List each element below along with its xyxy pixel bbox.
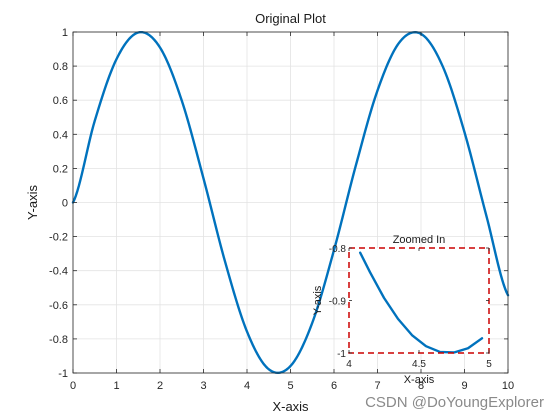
main-y-tick-label: 0.2 (53, 163, 68, 175)
main-y-tick-label: 1 (62, 27, 68, 39)
main-series (71, 30, 510, 375)
inset-xtick-labels: 4 4.5 5 (346, 359, 492, 370)
inset-y-tick-label: -0.8 (329, 244, 347, 255)
main-y-tick-label: 0 (62, 198, 68, 210)
main-y-tick-label: -0.8 (49, 334, 68, 346)
main-y-tick-label: 0.8 (53, 61, 68, 73)
main-series-line (71, 30, 510, 375)
main-y-tick-label: -0.2 (49, 232, 68, 244)
y-axis-label: Y-axis (25, 185, 40, 220)
inset-x-tick-label: 4.5 (412, 359, 426, 370)
inset-series (359, 251, 484, 354)
chart-title: Original Plot (255, 11, 326, 26)
main-x-tick-label: 2 (157, 380, 163, 392)
inset-x-tick-label: 5 (486, 359, 492, 370)
inset-title: Zoomed In (393, 234, 446, 246)
main-x-tick-label: 10 (502, 380, 514, 392)
inset-y-axis-label: Y-axis (312, 285, 324, 315)
main-x-tick-label: 4 (244, 380, 250, 392)
main-x-tick-label: 1 (113, 380, 119, 392)
watermark: CSDN @DoYoungExplorer (365, 394, 544, 411)
main-x-tick-label: 7 (374, 380, 380, 392)
main-ticks (72, 31, 509, 374)
main-y-tick-label: 0.6 (53, 95, 68, 107)
inset-y-tick-label: -1 (337, 349, 346, 360)
main-y-tick-label: -0.6 (49, 300, 68, 312)
inset-x-tick-label: 4 (346, 359, 352, 370)
x-axis-label: X-axis (272, 399, 309, 414)
main-y-tick-label: -1 (58, 368, 68, 380)
inset-ytick-labels: -1 -0.9 -0.8 (329, 244, 347, 360)
main-xtick-labels: 0 1 2 3 4 5 6 7 8 9 10 (70, 380, 514, 392)
main-x-tick-label: 8 (418, 380, 424, 392)
inset-axes: 4 4.5 5 -1-0.9-0.8 Zoomed In X-axis Y-axis (312, 234, 492, 386)
inset-series-line (359, 251, 484, 354)
main-ytick-labels: -1 -0.8 -0.6 -0.4 -0.2 0 0.2 0.4 0.6 0.8 1 (49, 27, 68, 380)
main-x-tick-label: 6 (331, 380, 337, 392)
main-y-tick-label: -0.4 (49, 266, 68, 278)
inset-y-tick-label: -0.9 (329, 297, 347, 308)
main-y-tick-label: 0.4 (53, 129, 68, 141)
inset-x-axis-label: X-axis (404, 374, 435, 386)
main-x-tick-label: 3 (200, 380, 206, 392)
main-x-tick-label: 5 (287, 380, 293, 392)
inset-ticks (348, 247, 490, 354)
main-x-tick-label: 0 (70, 380, 76, 392)
main-x-tick-label: 9 (461, 380, 467, 392)
inset-plot-area (349, 248, 489, 353)
